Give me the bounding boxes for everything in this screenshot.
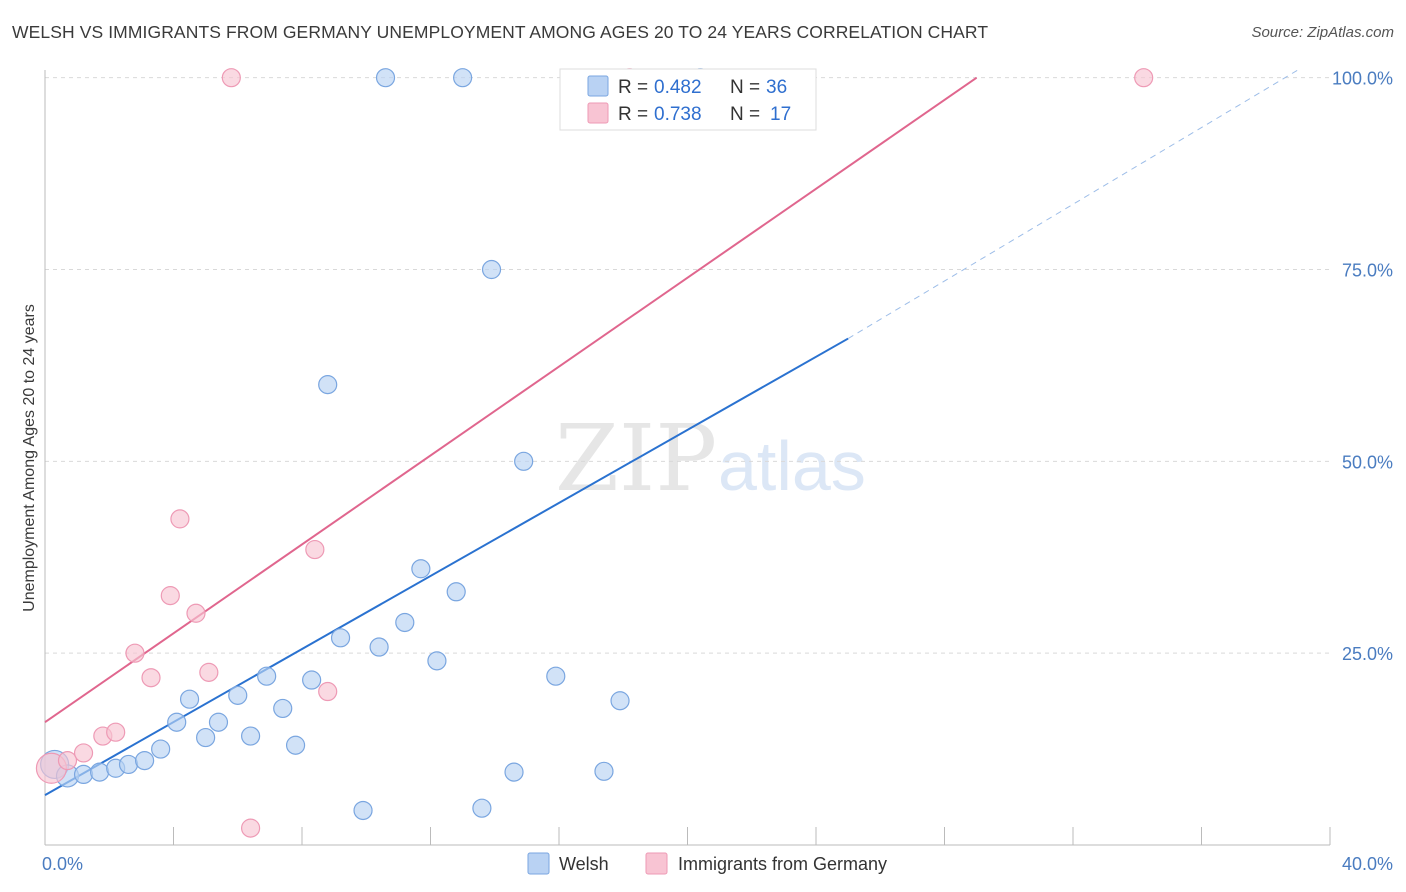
- x-axis-ticks: [173, 827, 1331, 845]
- point-germany-13: [305, 539, 325, 560]
- bottom-legend-label-germany: Immigrants from Germany: [678, 854, 887, 874]
- y-tick-labels: 25.0% 50.0% 75.0% 100.0%: [1332, 69, 1393, 664]
- point-germany-16: [1134, 68, 1154, 88]
- point-welsh-32: [546, 666, 566, 686]
- point-welsh-7: [151, 739, 171, 759]
- point-welsh-27: [453, 68, 473, 88]
- chart-title: WELSH VS IMMIGRANTS FROM GERMANY UNEMPLO…: [12, 22, 989, 42]
- point-germany-14: [318, 681, 338, 702]
- point-germany-9: [186, 603, 206, 623]
- point-welsh-23: [395, 612, 415, 633]
- legend-germany-r-value: 0.738: [654, 104, 702, 125]
- trend-line-welsh: [44, 337, 849, 796]
- point-welsh-10: [196, 727, 216, 748]
- point-germany-6: [141, 668, 161, 688]
- legend-germany-r-label: R =: [618, 104, 648, 125]
- point-welsh-29: [481, 259, 502, 280]
- point-germany-10: [199, 662, 219, 682]
- point-welsh-5: [118, 754, 139, 775]
- point-germany-7: [160, 586, 180, 606]
- point-welsh-33: [594, 761, 614, 781]
- grid-lines: [45, 77, 1330, 654]
- point-germany-2: [73, 743, 94, 763]
- y-tick-label-25: 25.0%: [1342, 644, 1393, 664]
- source-label: Source: ZipAtlas.com: [1251, 24, 1394, 41]
- point-welsh-8: [167, 712, 187, 732]
- y-tick-label-100: 100.0%: [1332, 69, 1393, 89]
- point-germany-11: [221, 68, 241, 88]
- legend-welsh-r-value: 0.482: [654, 77, 702, 98]
- legend-welsh-r-label: R =: [618, 77, 648, 98]
- point-germany-5: [125, 643, 145, 663]
- point-welsh-6: [134, 750, 155, 771]
- point-welsh-26: [446, 582, 466, 602]
- legend-welsh-n-label: N =: [730, 77, 760, 98]
- watermark-atlas: atlas: [718, 427, 866, 505]
- point-welsh-25: [427, 651, 447, 671]
- point-welsh-28: [472, 798, 492, 818]
- bottom-legend: Welsh Immigrants from Germany: [527, 852, 887, 875]
- point-welsh-30: [504, 762, 524, 782]
- legend-welsh-n-value: 36: [766, 77, 787, 98]
- legend-germany-n-value: 17: [770, 104, 791, 125]
- point-germany-12: [241, 818, 261, 838]
- trend-line-germany: [44, 76, 978, 724]
- point-welsh-22: [375, 68, 396, 88]
- point-welsh-13: [241, 726, 261, 746]
- trend-line-welsh-extension: [847, 69, 1299, 339]
- point-welsh-3: [90, 762, 110, 782]
- bottom-legend-swatch-germany: [645, 852, 668, 875]
- x-tick-label-min: 0.0%: [42, 854, 83, 874]
- bottom-legend-swatch-welsh: [527, 852, 550, 875]
- point-welsh-16: [285, 735, 306, 755]
- point-welsh-34: [610, 691, 630, 711]
- point-germany-8: [170, 509, 190, 529]
- point-welsh-21: [369, 637, 389, 657]
- point-germany-4: [106, 722, 126, 742]
- legend-germany-n-label: N =: [730, 104, 760, 125]
- point-welsh-12: [228, 685, 248, 705]
- point-germany-1: [57, 750, 78, 771]
- point-welsh-24: [411, 559, 431, 579]
- y-axis-title: Unemployment Among Ages 20 to 24 years: [21, 304, 38, 612]
- point-welsh-18: [318, 375, 338, 395]
- point-welsh-15: [273, 698, 293, 719]
- data-points: [35, 68, 1154, 838]
- y-tick-label-50: 50.0%: [1342, 452, 1393, 472]
- point-welsh-19: [330, 628, 351, 648]
- point-welsh-11: [208, 712, 229, 732]
- top-legend: R = 0.482 N = 36 R = 0.738 N = 17: [559, 68, 817, 131]
- point-welsh-31: [514, 451, 534, 471]
- point-welsh-17: [302, 670, 322, 690]
- bottom-legend-label-welsh: Welsh: [559, 854, 609, 874]
- point-welsh-14: [257, 666, 277, 686]
- legend-swatch-germany: [587, 102, 609, 124]
- point-welsh-9: [179, 689, 200, 709]
- x-tick-label-max: 40.0%: [1342, 854, 1393, 874]
- point-welsh-20: [353, 800, 373, 821]
- y-tick-label-75: 75.0%: [1342, 261, 1393, 281]
- point-welsh-2: [73, 764, 94, 785]
- legend-swatch-welsh: [587, 75, 609, 97]
